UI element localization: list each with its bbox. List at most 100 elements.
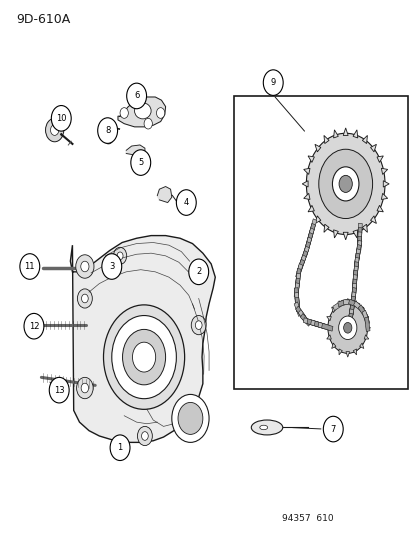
Polygon shape bbox=[354, 249, 360, 263]
Polygon shape bbox=[317, 322, 328, 330]
Polygon shape bbox=[380, 193, 387, 199]
Polygon shape bbox=[295, 306, 305, 319]
Circle shape bbox=[81, 261, 89, 272]
Polygon shape bbox=[303, 193, 309, 199]
Polygon shape bbox=[157, 187, 171, 203]
Circle shape bbox=[171, 394, 209, 442]
Polygon shape bbox=[331, 307, 335, 312]
Polygon shape bbox=[370, 216, 375, 223]
Polygon shape bbox=[356, 236, 361, 251]
Polygon shape bbox=[299, 251, 307, 265]
Polygon shape bbox=[305, 232, 312, 247]
Polygon shape bbox=[363, 335, 368, 339]
Polygon shape bbox=[34, 262, 38, 273]
Circle shape bbox=[141, 432, 148, 440]
Ellipse shape bbox=[320, 179, 330, 189]
Bar bbox=[233, 96, 407, 389]
Polygon shape bbox=[357, 223, 361, 237]
Text: 7: 7 bbox=[330, 425, 335, 433]
Circle shape bbox=[144, 118, 152, 129]
Ellipse shape bbox=[355, 197, 364, 208]
Polygon shape bbox=[310, 320, 321, 328]
Polygon shape bbox=[357, 228, 361, 241]
Circle shape bbox=[120, 108, 128, 118]
Circle shape bbox=[113, 247, 126, 264]
Polygon shape bbox=[337, 299, 348, 306]
Polygon shape bbox=[376, 156, 382, 163]
Polygon shape bbox=[300, 313, 310, 326]
Circle shape bbox=[338, 316, 356, 340]
Polygon shape bbox=[314, 216, 320, 223]
Polygon shape bbox=[331, 343, 335, 349]
Polygon shape bbox=[326, 335, 330, 339]
Circle shape bbox=[122, 329, 165, 385]
Polygon shape bbox=[118, 97, 165, 127]
Polygon shape bbox=[376, 205, 382, 212]
Polygon shape bbox=[332, 300, 343, 311]
Circle shape bbox=[49, 377, 69, 403]
Polygon shape bbox=[338, 349, 342, 355]
Circle shape bbox=[103, 305, 184, 409]
Ellipse shape bbox=[134, 103, 151, 119]
Polygon shape bbox=[321, 324, 332, 331]
Circle shape bbox=[327, 302, 367, 353]
Polygon shape bbox=[295, 269, 300, 283]
Polygon shape bbox=[333, 230, 337, 238]
Text: 9D-610A: 9D-610A bbox=[17, 13, 71, 26]
Polygon shape bbox=[307, 156, 313, 163]
Circle shape bbox=[188, 259, 208, 285]
Ellipse shape bbox=[251, 420, 282, 435]
Polygon shape bbox=[338, 301, 342, 306]
Circle shape bbox=[97, 118, 117, 143]
Polygon shape bbox=[303, 318, 314, 326]
Polygon shape bbox=[301, 181, 307, 187]
Circle shape bbox=[81, 294, 88, 303]
Circle shape bbox=[76, 377, 93, 399]
Polygon shape bbox=[352, 349, 356, 355]
Circle shape bbox=[117, 252, 123, 260]
Polygon shape bbox=[348, 299, 359, 308]
Text: 4: 4 bbox=[183, 198, 188, 207]
Polygon shape bbox=[298, 255, 306, 270]
Text: 13: 13 bbox=[54, 386, 64, 394]
Ellipse shape bbox=[341, 151, 349, 164]
Polygon shape bbox=[348, 304, 354, 319]
Polygon shape bbox=[303, 168, 309, 174]
Polygon shape bbox=[347, 309, 353, 324]
Text: 10: 10 bbox=[56, 114, 66, 123]
Ellipse shape bbox=[360, 179, 370, 189]
Circle shape bbox=[263, 70, 282, 95]
Polygon shape bbox=[323, 224, 328, 232]
Circle shape bbox=[131, 150, 150, 175]
Polygon shape bbox=[323, 135, 328, 143]
Circle shape bbox=[20, 254, 40, 279]
Polygon shape bbox=[297, 310, 307, 323]
Polygon shape bbox=[352, 230, 357, 238]
Text: 94357  610: 94357 610 bbox=[281, 514, 332, 523]
Polygon shape bbox=[313, 321, 325, 329]
Polygon shape bbox=[304, 237, 311, 252]
Polygon shape bbox=[307, 205, 313, 212]
Ellipse shape bbox=[326, 197, 335, 208]
Circle shape bbox=[112, 316, 176, 399]
Polygon shape bbox=[352, 130, 357, 138]
Polygon shape bbox=[361, 224, 366, 232]
Polygon shape bbox=[350, 292, 355, 306]
Circle shape bbox=[177, 407, 190, 424]
Circle shape bbox=[156, 108, 164, 118]
Ellipse shape bbox=[341, 204, 349, 216]
Polygon shape bbox=[294, 297, 299, 312]
Polygon shape bbox=[366, 326, 370, 330]
Polygon shape bbox=[361, 310, 369, 325]
Polygon shape bbox=[361, 135, 367, 143]
Ellipse shape bbox=[355, 159, 364, 171]
Circle shape bbox=[50, 125, 59, 135]
Circle shape bbox=[110, 435, 130, 461]
Circle shape bbox=[102, 254, 121, 279]
Text: 8: 8 bbox=[105, 126, 110, 135]
Polygon shape bbox=[343, 300, 354, 305]
Polygon shape bbox=[342, 232, 347, 240]
Polygon shape bbox=[308, 223, 315, 238]
Polygon shape bbox=[349, 300, 354, 315]
Polygon shape bbox=[294, 278, 299, 293]
